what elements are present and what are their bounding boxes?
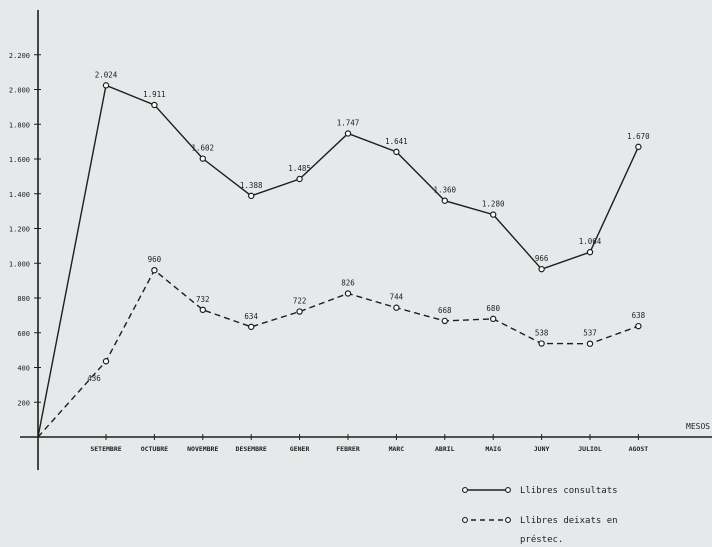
x-tick-label: NOVEMBRE — [187, 445, 218, 453]
series-1-point — [538, 265, 545, 273]
y-tick-label: 1.200 — [9, 226, 30, 234]
data-label: 1.280 — [482, 200, 505, 209]
x-tick-label: AGOST — [629, 445, 649, 453]
data-label: 638 — [632, 311, 646, 320]
data-label: 1.064 — [579, 237, 602, 246]
series-2-point — [247, 323, 255, 331]
legend-label: Llibres consultats — [520, 486, 618, 496]
y-tick-label: 1.600 — [9, 156, 30, 164]
data-label: 1.911 — [143, 90, 166, 99]
data-label: 1.360 — [434, 186, 457, 195]
series-2-point — [393, 304, 400, 311]
series-2-point — [538, 340, 545, 347]
data-label: 960 — [148, 255, 162, 264]
series-1-point — [441, 197, 448, 204]
data-label: 436 — [87, 374, 101, 383]
series-1-point — [199, 155, 206, 162]
y-tick-label: 1.000 — [9, 260, 30, 268]
x-tick-label: OCTUBRE — [141, 445, 168, 453]
series-1-point — [586, 248, 594, 256]
series-line-2 — [37, 269, 639, 438]
series-2-point — [102, 358, 110, 365]
data-label: 680 — [486, 304, 500, 313]
y-tick-label: 2.200 — [9, 52, 30, 60]
y-ticks: 200 400 600 800 1.000 1.200 1.400 1.600 1.800 2.0… — [9, 52, 41, 407]
series-1-point — [490, 211, 497, 218]
series-1-point — [296, 175, 303, 183]
x-tick-label: JUNY — [534, 445, 550, 453]
x-tick-label: MARC — [389, 445, 405, 453]
legend-marker — [505, 517, 511, 523]
x-tick-label: JULIOL — [578, 445, 602, 453]
data-label: 1.670 — [627, 132, 650, 141]
y-tick-label: 2.000 — [9, 87, 30, 95]
data-label: 2.024 — [95, 70, 118, 79]
y-tick-label: 600 — [17, 330, 30, 338]
data-label: 1.641 — [385, 137, 408, 146]
x-tick-label: SETEMBRE — [90, 445, 121, 453]
data-label: 732 — [196, 295, 210, 304]
legend-marker — [505, 487, 511, 493]
series-2-point — [441, 317, 448, 325]
y-tick-label: 400 — [17, 365, 30, 373]
data-label: 1.485 — [288, 164, 311, 173]
data-label: 722 — [293, 297, 307, 306]
series-2-point — [151, 267, 158, 274]
x-tick-label: FEBRER — [336, 445, 360, 453]
legend-label: préstec. — [520, 534, 563, 545]
legend-marker — [462, 487, 468, 493]
series-1-point — [247, 192, 255, 200]
series-2-point — [586, 340, 594, 347]
data-label: 826 — [341, 278, 355, 287]
series-1-point — [151, 101, 158, 109]
series-2-point — [296, 308, 303, 315]
data-label: 1.747 — [337, 118, 360, 127]
x-axis-title: MESOS — [686, 422, 710, 431]
y-tick-label: 1.400 — [9, 191, 30, 199]
x-tick-label: MAIG — [485, 445, 501, 453]
series-2-point — [344, 290, 352, 297]
y-tick-label: 1.800 — [9, 121, 30, 129]
data-label: 538 — [535, 329, 549, 338]
y-tick-label: 800 — [17, 295, 30, 303]
data-label: 966 — [535, 254, 549, 263]
series-1-point — [635, 143, 642, 151]
series-1-point — [393, 148, 400, 156]
x-tick-label: ABRIL — [435, 445, 455, 453]
series-group: 2.024 1.911 1.602 1.388 1.485 1.747 1.641 1.360… — [37, 70, 650, 438]
series-2-point — [490, 315, 497, 323]
x-tick-label: DESEMBRE — [236, 445, 267, 453]
data-label: 1.388 — [240, 181, 263, 190]
data-label: 668 — [438, 306, 452, 315]
data-label: 1.602 — [192, 144, 215, 153]
series-1-point — [344, 130, 352, 137]
legend-label: Llibres deixats en — [520, 516, 618, 526]
series-2-point — [199, 306, 206, 314]
y-tick-label: 200 — [17, 399, 30, 407]
x-ticks: SETEMBRE OCTUBRE NOVEMBRE DESEMBRE GENER FEBR… — [90, 434, 648, 453]
legend: Llibres consultats Llibres deixats en prés… — [462, 486, 618, 545]
data-label: 744 — [390, 293, 404, 302]
legend-marker — [462, 517, 468, 523]
series-2-point — [635, 322, 642, 330]
series-1-point — [102, 82, 110, 89]
data-label: 537 — [583, 329, 597, 338]
data-label: 634 — [244, 312, 258, 321]
x-tick-label: GENER — [290, 445, 310, 453]
